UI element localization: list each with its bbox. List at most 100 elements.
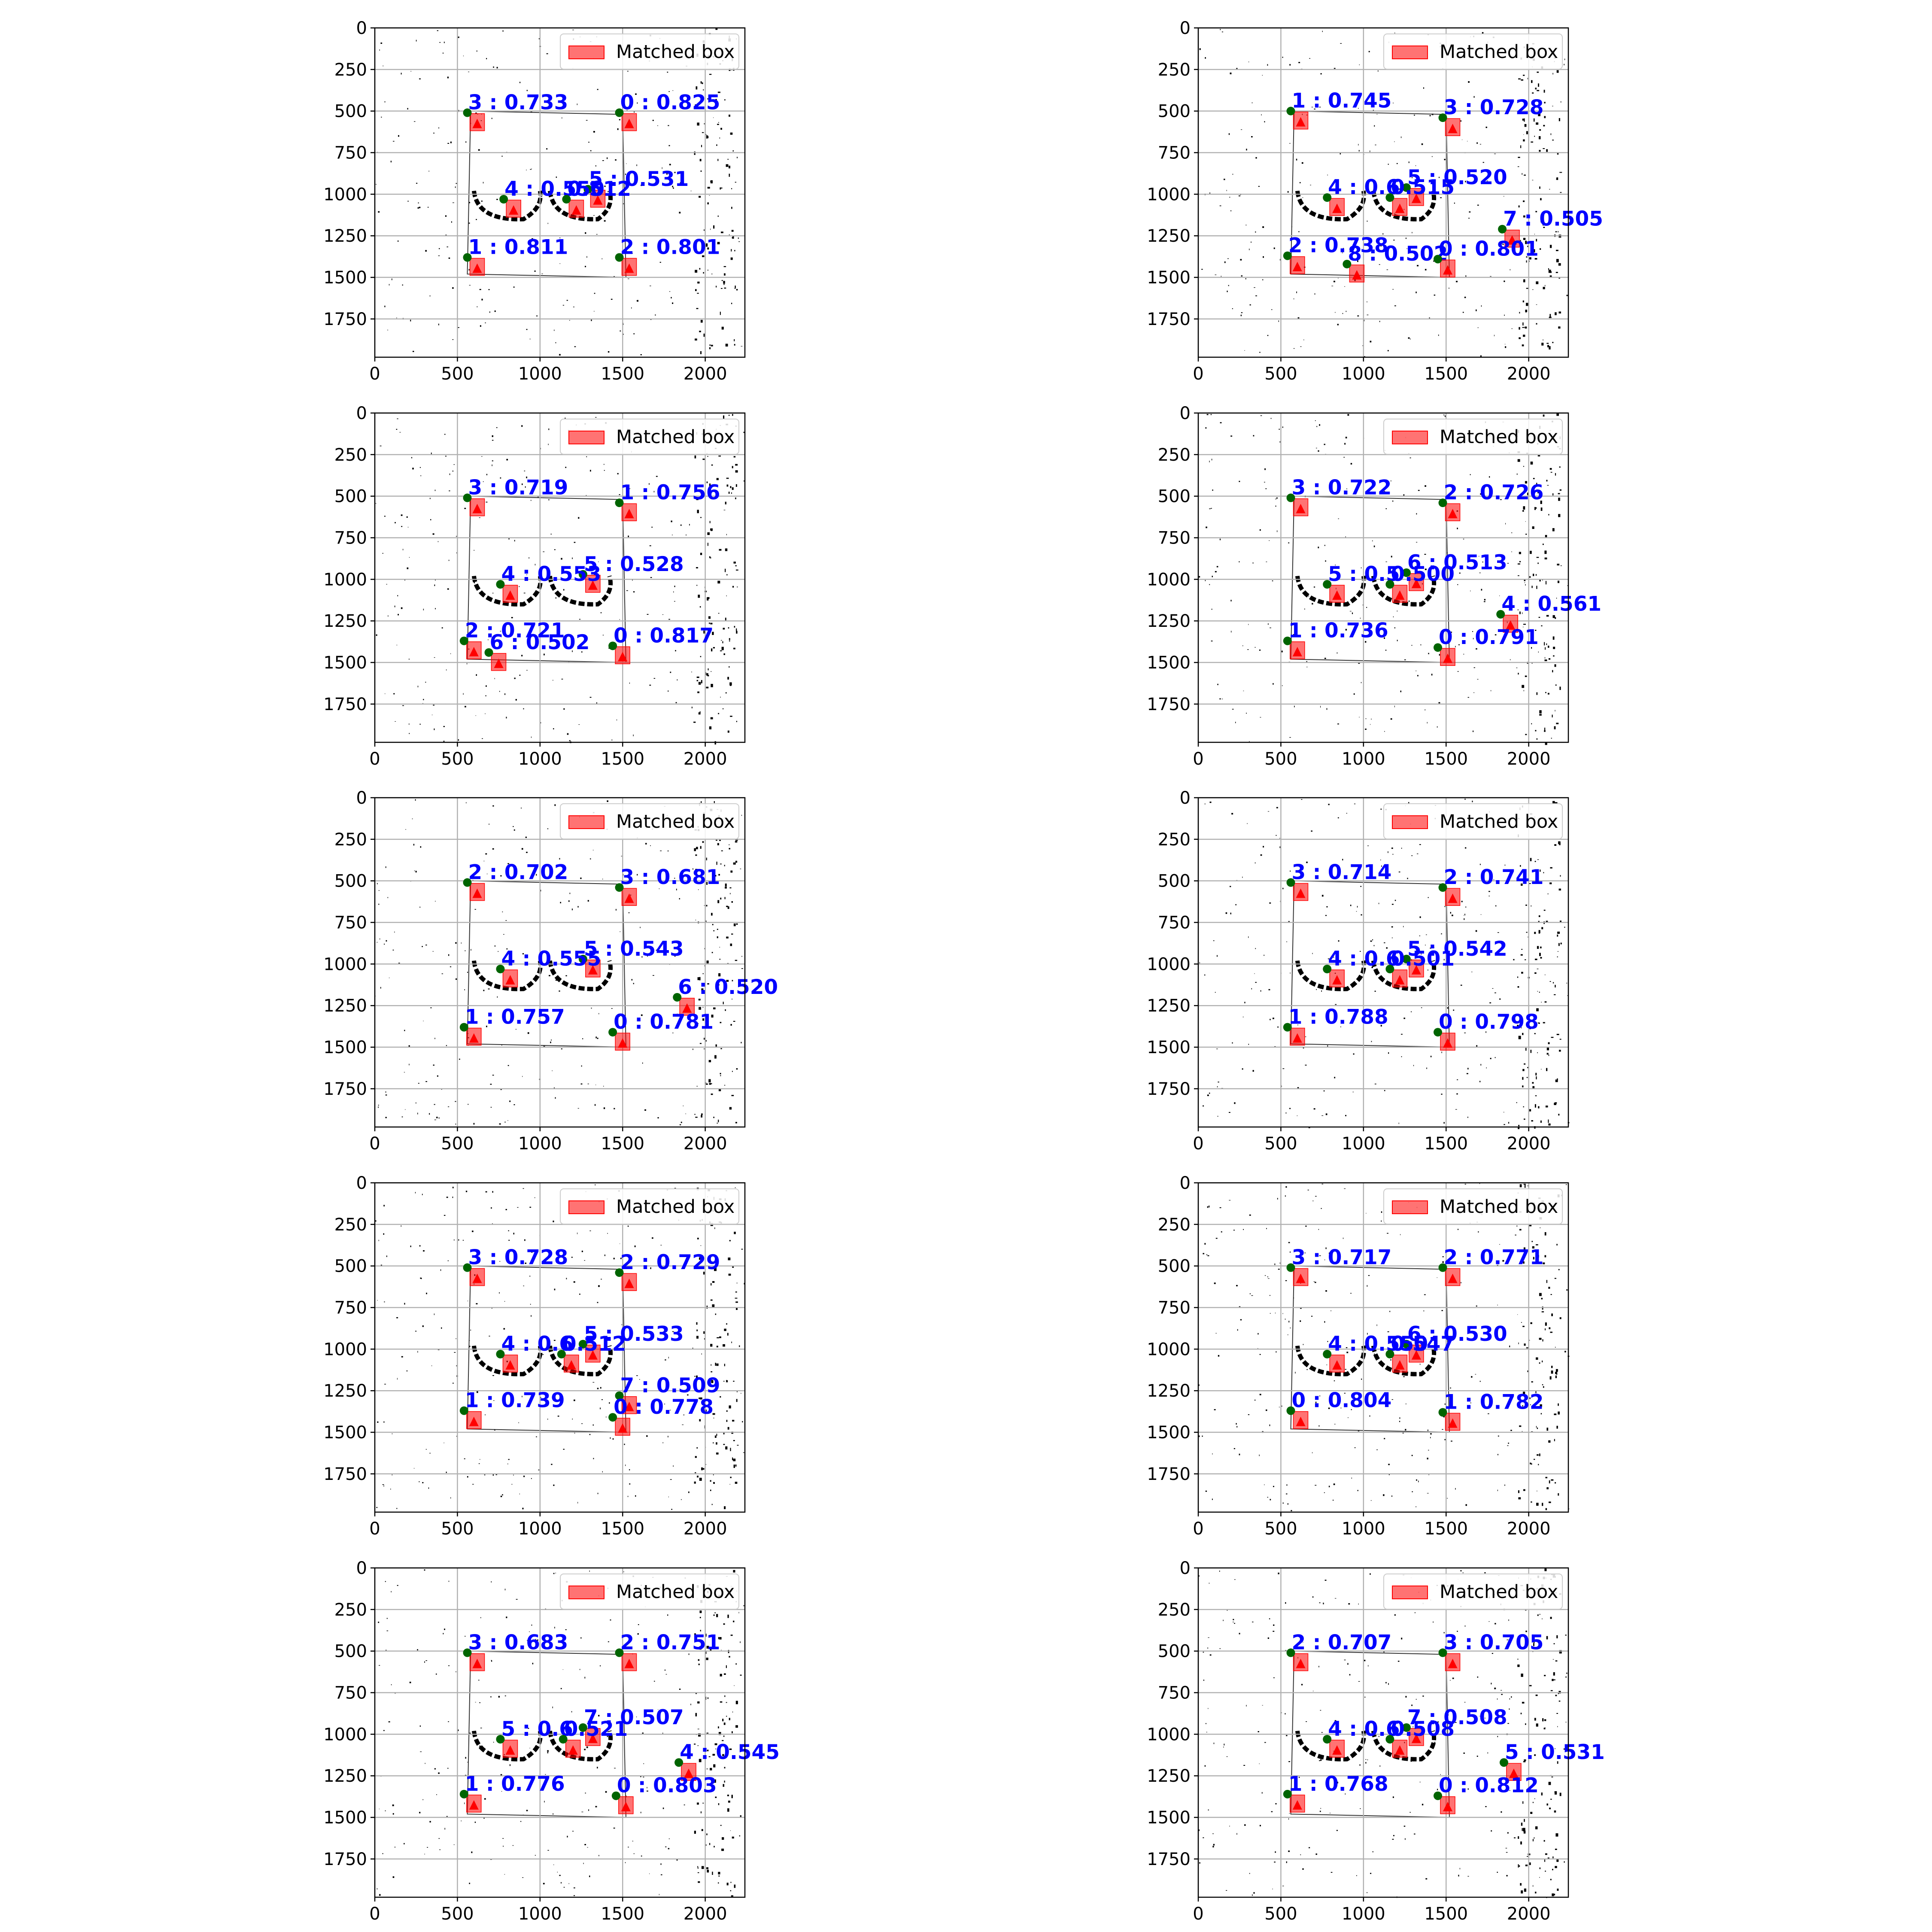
box-marker xyxy=(1443,265,1452,275)
y-tick-label: 1750 xyxy=(1147,1850,1191,1869)
y-tick-label: 1250 xyxy=(323,226,367,246)
box-marker xyxy=(1292,647,1302,656)
keypoint-dot xyxy=(578,954,587,963)
y-tick-label: 250 xyxy=(1158,1600,1191,1620)
axes-frame xyxy=(374,797,746,1128)
box-marker xyxy=(624,118,634,128)
x-tick-label: 0 xyxy=(1193,1134,1203,1154)
box-marker xyxy=(618,1423,628,1433)
point-label: 0 : 0.812 xyxy=(1439,1774,1539,1798)
box-marker xyxy=(682,1003,692,1013)
image-texture xyxy=(377,1569,744,1898)
legend: Matched box xyxy=(560,419,739,455)
y-tick-label: 0 xyxy=(356,18,367,38)
x-tick-label: 1000 xyxy=(518,1519,562,1539)
point-label: 6 : 0.520 xyxy=(678,975,778,999)
keypoint-dot xyxy=(557,1349,566,1358)
legend-label: Matched box xyxy=(616,426,735,448)
legend-swatch xyxy=(568,1200,605,1214)
keypoint-dot xyxy=(562,194,571,204)
keypoint-dot xyxy=(459,1023,468,1032)
x-tick-label: 0 xyxy=(1193,1904,1203,1924)
keypoint-dot xyxy=(1385,964,1394,973)
point-label: 1 : 0.739 xyxy=(465,1389,565,1413)
box-marker xyxy=(1332,204,1342,213)
point-label: 0 : 0.781 xyxy=(614,1010,714,1034)
axes-frame xyxy=(1197,1567,1569,1898)
y-tick-label: 1250 xyxy=(1147,996,1191,1016)
y-tick-label: 0 xyxy=(1180,18,1191,38)
x-tick-label: 1500 xyxy=(601,1134,644,1154)
box-marker xyxy=(1443,653,1452,663)
point-label: 4 : 0.553 xyxy=(501,562,601,586)
y-tick-label: 750 xyxy=(334,143,367,163)
x-tick-label: 2000 xyxy=(683,364,727,384)
y-tick-label: 500 xyxy=(1158,487,1191,507)
point-label: 3 : 0.722 xyxy=(1292,476,1392,500)
x-tick-label: 500 xyxy=(441,1904,474,1924)
plot-area xyxy=(1198,28,1568,357)
box-marker xyxy=(1448,1418,1458,1428)
keypoint-dot xyxy=(463,253,472,262)
image-texture xyxy=(1198,413,1568,745)
keypoint-dot xyxy=(1323,1735,1332,1744)
x-tick-label: 1500 xyxy=(601,1904,644,1924)
x-tick-label: 0 xyxy=(1193,749,1203,769)
box-marker xyxy=(1448,509,1458,519)
legend-swatch xyxy=(1392,431,1428,444)
y-tick-label: 250 xyxy=(1158,445,1191,465)
legend: Matched box xyxy=(560,1574,739,1610)
point-label: 1 : 0.736 xyxy=(1288,619,1388,643)
y-tick-label: 250 xyxy=(334,60,367,80)
y-tick-label: 500 xyxy=(334,102,367,122)
x-tick-label: 500 xyxy=(1264,364,1297,384)
x-tick-label: 0 xyxy=(369,749,380,769)
keypoint-dot xyxy=(615,1268,624,1277)
point-label: 1 : 0.757 xyxy=(465,1005,565,1029)
point-label: 2 : 0.707 xyxy=(1292,1631,1392,1655)
y-tick-label: 1750 xyxy=(1147,695,1191,714)
y-tick-label: 500 xyxy=(1158,1257,1191,1276)
point-label: 0 : 0.801 xyxy=(1439,237,1539,261)
y-tick-label: 1000 xyxy=(1147,954,1191,974)
keypoint-dot xyxy=(1433,643,1442,652)
box-marker xyxy=(505,590,515,600)
box-marker xyxy=(469,1416,479,1426)
point-label: 1 : 0.745 xyxy=(1292,89,1392,113)
point-label: 4 : 0.550 xyxy=(1328,1332,1428,1356)
legend: Matched box xyxy=(560,1188,739,1224)
keypoint-dot xyxy=(578,1340,587,1349)
x-tick-label: 0 xyxy=(1193,364,1203,384)
y-tick-label: 1000 xyxy=(323,570,367,589)
keypoint-dot xyxy=(1286,878,1295,887)
legend: Matched box xyxy=(1383,419,1563,455)
box-marker xyxy=(624,1659,634,1668)
box-marker xyxy=(1395,1360,1405,1370)
box-marker xyxy=(624,509,634,519)
keypoint-dot xyxy=(1433,1791,1442,1800)
keypoint-dot xyxy=(496,964,505,973)
box-marker xyxy=(1506,620,1516,630)
keypoint-dot xyxy=(1498,225,1507,234)
y-tick-label: 1250 xyxy=(323,996,367,1016)
grid xyxy=(374,1567,745,1897)
point-label: 8 : 0.502 xyxy=(1348,242,1448,266)
point-label: 1 : 0.782 xyxy=(1444,1391,1544,1414)
legend-label: Matched box xyxy=(1440,426,1558,448)
point-label: 0 : 0.798 xyxy=(1439,1010,1539,1034)
box-marker xyxy=(588,1733,598,1743)
point-label: 7 : 0.505 xyxy=(1503,207,1603,231)
box-marker xyxy=(509,205,519,215)
point-label: 0 : 0.804 xyxy=(1292,1389,1392,1413)
plot-area xyxy=(1198,1183,1568,1512)
point-label: 3 : 0.719 xyxy=(468,476,568,500)
box-marker xyxy=(1448,124,1458,134)
x-tick-label: 0 xyxy=(369,364,380,384)
keypoint-dot xyxy=(1286,1406,1295,1415)
keypoint-dot xyxy=(1438,1408,1447,1417)
y-tick-label: 1250 xyxy=(323,611,367,631)
